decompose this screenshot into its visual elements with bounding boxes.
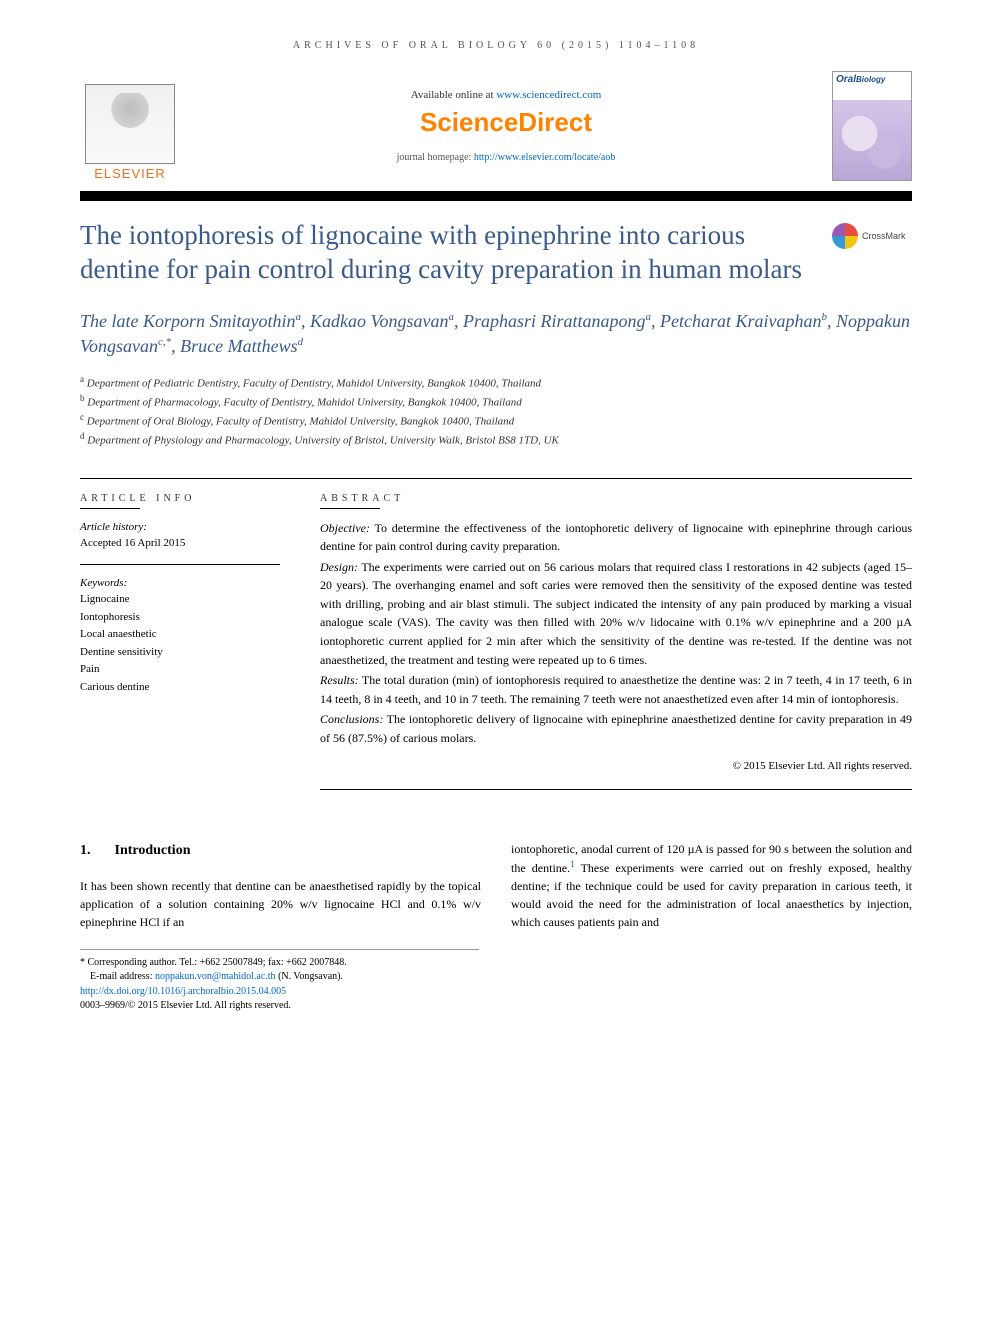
results-text: The total duration (min) of iontophoresi… xyxy=(320,673,912,706)
section-1-heading: 1. Introduction xyxy=(80,840,481,861)
abstract-rule xyxy=(320,508,380,509)
crossmark-badge[interactable]: CrossMark xyxy=(832,223,912,249)
keyword-item: Lignocaine xyxy=(80,591,280,609)
issn-copyright: 0003–9969/© 2015 Elsevier Ltd. All right… xyxy=(80,999,479,1014)
keyword-item: Carious dentine xyxy=(80,679,280,697)
authors-line: The late Korporn Smitayothina, Kadkao Vo… xyxy=(80,309,912,359)
affiliation-line: d Department of Physiology and Pharmacol… xyxy=(80,430,912,449)
keywords-label: Keywords: xyxy=(80,575,280,592)
email-who: (N. Vongsavan). xyxy=(276,971,343,982)
corresponding-author: * Corresponding author. Tel.: +662 25007… xyxy=(80,956,479,971)
journal-home-link[interactable]: http://www.elsevier.com/locate/aob xyxy=(474,152,616,163)
sciencedirect-url-link[interactable]: www.sciencedirect.com xyxy=(496,89,601,101)
body-column-right: iontophoretic, anodal current of 120 µA … xyxy=(511,840,912,931)
available-online-line: Available online at www.sciencedirect.co… xyxy=(180,89,832,101)
affiliation-line: a Department of Pediatric Dentistry, Fac… xyxy=(80,373,912,392)
crossmark-label: CrossMark xyxy=(862,231,906,241)
article-info-heading: ARTICLE INFO xyxy=(80,493,280,504)
abstract-heading: ABSTRACT xyxy=(320,493,912,504)
keywords-list: LignocaineIontophoresisLocal anaesthetic… xyxy=(80,591,280,697)
abstract-column: ABSTRACT Objective: To determine the eff… xyxy=(320,479,912,790)
keyword-item: Local anaesthetic xyxy=(80,626,280,644)
journal-homepage-line: journal homepage: http://www.elsevier.co… xyxy=(180,152,832,163)
doi-link[interactable]: http://dx.doi.org/10.1016/j.archoralbio.… xyxy=(80,986,286,997)
footnotes-block: * Corresponding author. Tel.: +662 25007… xyxy=(80,949,479,1014)
design-label: Design: xyxy=(320,560,358,574)
article-title: The iontophoresis of lignocaine with epi… xyxy=(80,219,812,287)
intro-para-left: It has been shown recently that dentine … xyxy=(80,877,481,931)
keyword-item: Iontophoresis xyxy=(80,609,280,627)
abstract-copyright: © 2015 Elsevier Ltd. All rights reserved… xyxy=(320,758,912,775)
section-1-number: 1. xyxy=(80,843,91,858)
conclusions-label: Conclusions: xyxy=(320,712,383,726)
objective-text: To determine the effectiveness of the io… xyxy=(320,521,912,554)
info-rule xyxy=(80,508,140,509)
intro-para-right: iontophoretic, anodal current of 120 µA … xyxy=(511,840,912,931)
conclusions-text: The iontophoretic delivery of lignocaine… xyxy=(320,712,912,745)
intro-right-b: These experiments were carried out on fr… xyxy=(511,861,912,929)
available-prefix: Available online at xyxy=(411,89,497,101)
header-block: ELSEVIER Available online at www.science… xyxy=(80,71,912,181)
cover-subtitle: Biology xyxy=(856,75,885,84)
journal-cover-thumb: OralBiology xyxy=(832,71,912,181)
elsevier-wordmark: ELSEVIER xyxy=(94,166,166,181)
abstract-bottom-rule xyxy=(320,789,912,790)
email-label: E-mail address: xyxy=(90,971,155,982)
affiliation-line: b Department of Pharmacology, Faculty of… xyxy=(80,392,912,411)
article-info-column: ARTICLE INFO Article history: Accepted 1… xyxy=(80,479,280,790)
history-value: Accepted 16 April 2015 xyxy=(80,535,280,552)
body-column-left: 1. Introduction It has been shown recentl… xyxy=(80,840,481,931)
crossmark-icon xyxy=(832,223,858,249)
elsevier-tree-icon xyxy=(85,84,175,164)
cover-title: Oral xyxy=(836,74,856,85)
objective-label: Objective: xyxy=(320,521,370,535)
info-divider xyxy=(80,564,280,565)
cover-image-icon xyxy=(833,100,911,180)
results-label: Results: xyxy=(320,673,359,687)
sciencedirect-logo: ScienceDirect xyxy=(180,107,832,138)
affiliations-block: a Department of Pediatric Dentistry, Fac… xyxy=(80,373,912,450)
design-text: The experiments were carried out on 56 c… xyxy=(320,560,912,667)
thick-rule-divider xyxy=(80,191,912,201)
email-link[interactable]: noppakun.von@mahidol.ac.th xyxy=(155,971,276,982)
keyword-item: Dentine sensitivity xyxy=(80,644,280,662)
journal-home-prefix: journal homepage: xyxy=(397,152,474,163)
affiliation-line: c Department of Oral Biology, Faculty of… xyxy=(80,411,912,430)
history-label: Article history: xyxy=(80,519,280,536)
elsevier-logo: ELSEVIER xyxy=(80,71,180,181)
keyword-item: Pain xyxy=(80,661,280,679)
running-head: ARCHIVES OF ORAL BIOLOGY 60 (2015) 1104–… xyxy=(80,40,912,51)
section-1-title: Introduction xyxy=(115,843,191,858)
